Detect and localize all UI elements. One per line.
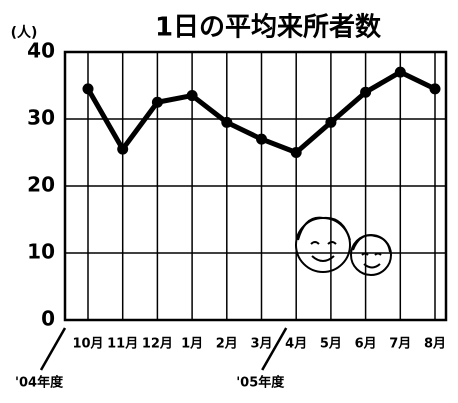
x-tick-label: 12月 — [142, 337, 173, 352]
x-tick-label: 11月 — [107, 337, 138, 352]
data-point — [325, 117, 336, 128]
x-tick-label: 5月 — [320, 337, 342, 352]
data-point — [152, 97, 163, 108]
x-tick-label: 7月 — [389, 337, 411, 352]
x-tick-label: 2月 — [216, 337, 238, 352]
data-point — [291, 147, 302, 158]
y-tick-label: 40 — [27, 39, 55, 63]
data-point — [430, 83, 441, 94]
chart: 1日の平均来所者数 (人) 01020304010月11月12月1月2月3月4月… — [0, 0, 458, 403]
y-tick-label: 10 — [27, 240, 55, 264]
y-tick-label: 20 — [27, 173, 55, 197]
year-label: '04年度 — [15, 375, 64, 391]
faces-illustration — [296, 218, 391, 275]
data-point — [117, 144, 128, 155]
data-point — [395, 67, 406, 78]
x-tick-label: 10月 — [72, 337, 103, 352]
x-tick-label: 1月 — [181, 337, 203, 352]
data-point — [187, 90, 198, 101]
data-point — [221, 117, 232, 128]
x-tick-label: 3月 — [250, 337, 272, 352]
y-tick-label: 0 — [41, 307, 55, 331]
data-point — [83, 83, 94, 94]
y-tick-label: 30 — [27, 106, 55, 130]
data-point — [360, 87, 371, 98]
x-tick-label: 6月 — [355, 337, 377, 352]
x-tick-label: 8月 — [424, 337, 446, 352]
year-label: '05年度 — [236, 375, 285, 391]
data-point — [256, 134, 267, 145]
page: 1日の平均来所者数 (人) 01020304010月11月12月1月2月3月4月… — [0, 0, 458, 403]
chart-title: 1日の平均来所者数 — [155, 13, 382, 43]
x-tick-label: 4月 — [285, 337, 307, 352]
year-divider — [41, 328, 65, 370]
